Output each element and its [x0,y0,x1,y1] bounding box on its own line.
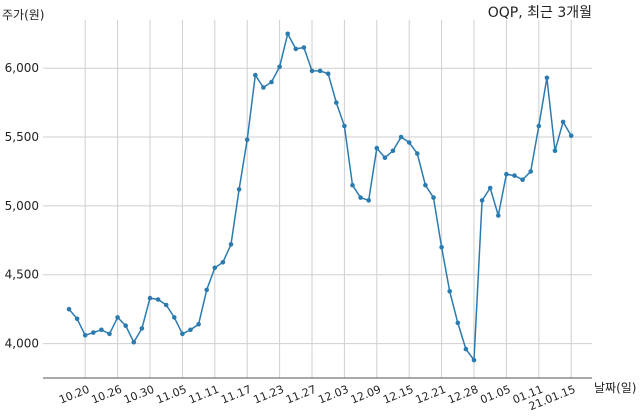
data-point [301,45,307,50]
data-point [220,260,226,265]
data-point [463,346,469,352]
x-tick-label: 01.05 [478,383,512,407]
data-point [479,198,485,203]
data-point [504,171,509,177]
data-point [74,316,80,322]
data-point [439,244,444,250]
data-point [285,31,291,37]
data-point [261,85,266,90]
data-point [253,72,258,78]
data-point [415,151,420,156]
data-point [512,173,517,178]
data-point [350,182,355,188]
data-point [487,185,493,191]
data-point [212,265,218,271]
data-point [236,187,242,192]
data-points [66,31,574,363]
x-tick-label: 10.26 [90,383,124,407]
y-tick-label: 4,000 [5,337,39,351]
data-point [528,169,533,174]
data-point [496,213,501,218]
data-point [204,287,209,293]
data-point [155,297,161,302]
data-point [390,148,396,154]
x-tick-label: 12.03 [316,383,350,407]
grid-lines [43,20,592,378]
data-point [358,195,363,200]
data-point [334,100,339,105]
data-point [82,333,88,338]
data-point [228,242,234,247]
y-tick-label: 5,000 [5,199,39,213]
x-tick-label: 12.09 [349,383,383,407]
x-tick-label: 11.27 [284,383,318,407]
data-point [188,327,193,333]
data-point [471,357,477,363]
y-tick-label: 6,000 [5,61,39,75]
data-point [163,302,169,308]
data-point [317,68,323,74]
x-tick-label: 11.05 [154,383,188,407]
data-point [552,148,558,154]
data-point [66,306,72,312]
data-point [91,330,96,335]
data-point [544,75,550,81]
x-tick-label: 11.23 [252,383,286,407]
data-point [342,123,347,129]
y-tick-labels: 4,000 4,500 5,000 5,500 6,000 [5,61,39,350]
data-point [131,339,137,345]
data-point [107,331,112,337]
x-tick-label: 10.30 [122,383,156,407]
data-point [455,320,461,326]
data-point [293,46,299,52]
data-point [309,68,315,74]
data-point [277,64,282,70]
data-point [269,79,274,85]
data-point [406,140,412,145]
data-point [447,289,453,294]
data-point [139,326,145,331]
data-point [536,123,542,129]
y-axis-label: 주가(원) [2,8,44,22]
price-series-line [68,31,572,363]
data-point [560,119,566,125]
data-point [115,315,120,320]
chart-title: OQP, 최근 3개월 [488,5,592,21]
x-tick-label: 10.20 [57,383,91,407]
data-point [366,198,372,203]
y-tick-label: 4,500 [5,268,39,282]
data-point [180,331,185,337]
data-point [147,295,153,301]
x-tick-labels: 10.2010.2610.3011.0511.1111.1711.2311.27… [57,383,577,413]
data-point [325,71,331,76]
data-point [431,195,436,200]
x-tick-label: 11.17 [219,383,253,407]
data-point [99,327,104,333]
data-point [196,322,201,327]
x-tick-label: 12.15 [381,383,415,407]
data-point [244,137,250,143]
x-tick-label: 12.21 [414,383,448,407]
x-axis-label: 날짜(일) [594,381,636,395]
data-point [520,177,525,182]
data-point [374,145,380,151]
data-point [123,323,128,329]
x-tick-label: 12.28 [446,383,480,407]
data-point [172,315,177,320]
data-point [423,182,428,188]
data-point [568,133,574,138]
data-point [398,134,404,140]
x-tick-label: 11.11 [187,383,221,407]
data-point [382,155,388,160]
y-tick-label: 5,500 [5,130,39,144]
